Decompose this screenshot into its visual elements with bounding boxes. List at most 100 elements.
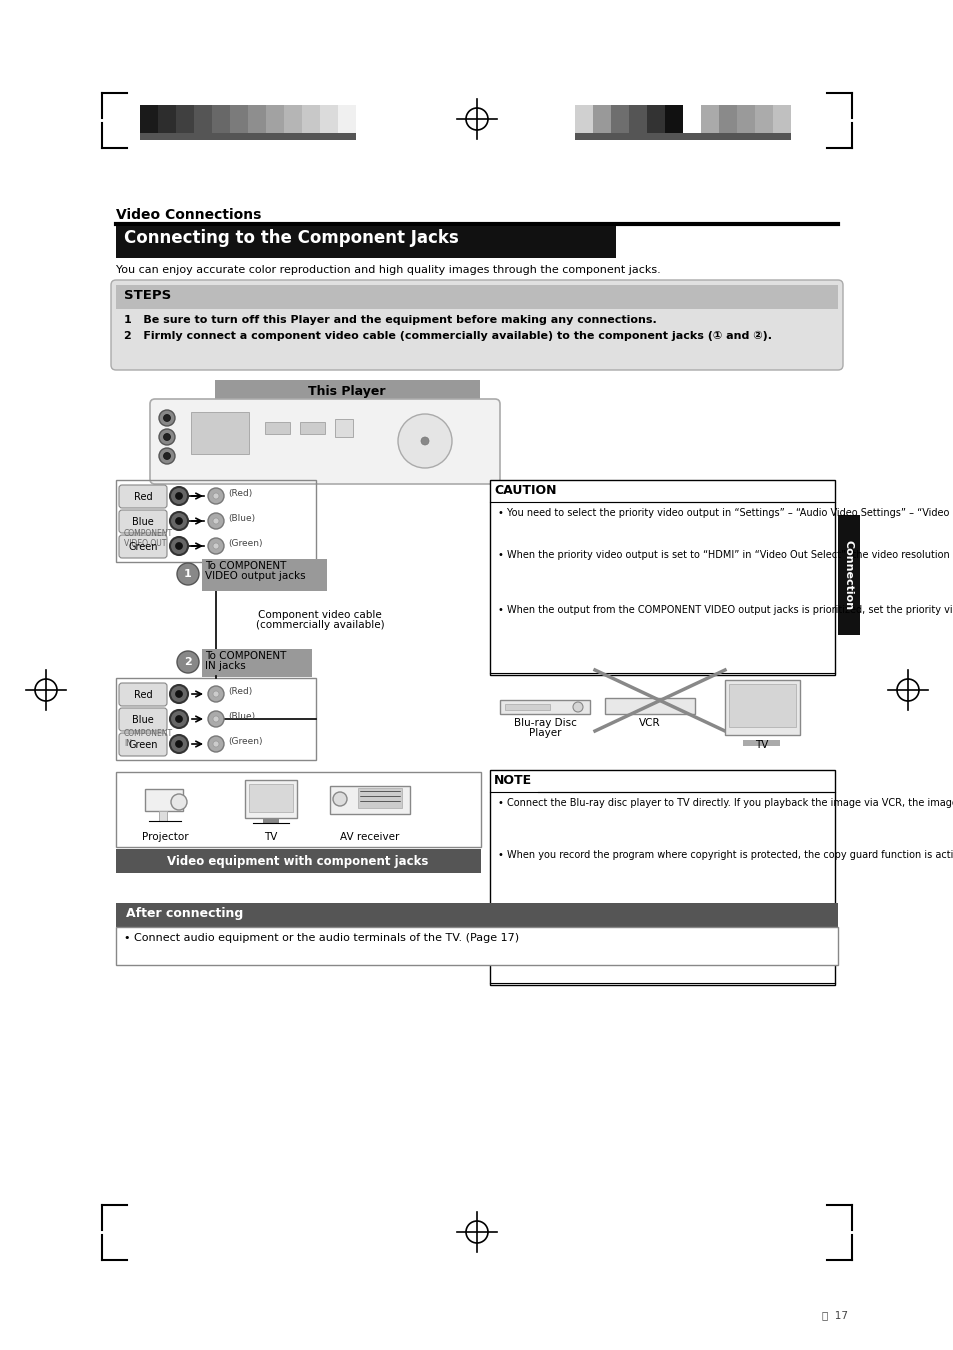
Circle shape xyxy=(208,686,224,702)
Bar xyxy=(202,559,327,591)
Circle shape xyxy=(175,493,182,500)
Text: • Connect audio equipment or the audio terminals of the TV. (Page 17): • Connect audio equipment or the audio t… xyxy=(124,933,518,944)
Text: Video equipment with component jacks: Video equipment with component jacks xyxy=(167,855,428,868)
Circle shape xyxy=(159,429,174,446)
Circle shape xyxy=(177,563,199,585)
Text: NOTE: NOTE xyxy=(494,774,532,787)
FancyBboxPatch shape xyxy=(119,733,167,756)
Bar xyxy=(499,701,589,714)
Bar xyxy=(628,105,646,134)
Bar xyxy=(116,772,480,846)
Bar xyxy=(575,105,593,134)
Bar xyxy=(140,134,355,140)
Circle shape xyxy=(175,741,182,748)
Bar xyxy=(116,285,837,309)
Bar xyxy=(263,818,278,824)
Bar xyxy=(265,423,290,433)
Text: (Green): (Green) xyxy=(228,737,262,747)
Circle shape xyxy=(170,537,188,555)
Bar xyxy=(772,105,790,134)
Circle shape xyxy=(573,702,582,711)
Bar xyxy=(646,105,664,134)
Circle shape xyxy=(170,487,188,505)
Bar xyxy=(335,418,353,437)
Bar xyxy=(490,481,834,675)
Circle shape xyxy=(213,493,219,500)
Circle shape xyxy=(213,543,219,549)
Bar xyxy=(337,105,355,134)
Text: AV receiver: AV receiver xyxy=(340,832,399,842)
Text: CAUTION: CAUTION xyxy=(494,485,556,497)
Circle shape xyxy=(175,716,182,722)
Bar xyxy=(266,105,284,134)
Circle shape xyxy=(170,710,188,728)
Circle shape xyxy=(333,792,347,806)
Bar xyxy=(191,412,249,454)
Bar xyxy=(116,927,837,965)
Text: (Red): (Red) xyxy=(228,687,252,697)
Circle shape xyxy=(208,513,224,529)
Text: Blue: Blue xyxy=(132,716,153,725)
Text: To COMPONENT
IN jacks: To COMPONENT IN jacks xyxy=(205,651,286,671)
Text: • You need to select the priority video output in “Settings” – “Audio Video Sett: • You need to select the priority video … xyxy=(497,508,953,518)
FancyBboxPatch shape xyxy=(111,279,842,370)
Bar xyxy=(175,105,193,134)
Bar xyxy=(193,105,212,134)
Text: To COMPONENT
VIDEO output jacks: To COMPONENT VIDEO output jacks xyxy=(205,562,305,580)
Circle shape xyxy=(170,684,188,703)
Bar xyxy=(212,105,230,134)
Text: This Player: This Player xyxy=(308,386,385,398)
Text: Projector: Projector xyxy=(142,832,188,842)
Text: (Red): (Red) xyxy=(228,489,252,498)
Bar xyxy=(610,105,628,134)
Circle shape xyxy=(159,410,174,427)
Text: • When the priority video output is set to “HDMI” in “Video Out Select”, the vid: • When the priority video output is set … xyxy=(497,549,953,560)
Circle shape xyxy=(170,512,188,531)
FancyBboxPatch shape xyxy=(119,535,167,558)
Circle shape xyxy=(208,711,224,728)
Text: • Connect the Blu-ray disc player to TV directly. If you playback the image via : • Connect the Blu-ray disc player to TV … xyxy=(497,798,953,809)
Bar xyxy=(664,105,682,134)
Bar xyxy=(116,225,616,258)
Text: 1   Be sure to turn off this Player and the equipment before making any connecti: 1 Be sure to turn off this Player and th… xyxy=(124,315,656,325)
Circle shape xyxy=(163,414,171,421)
Text: STEPS: STEPS xyxy=(124,289,172,302)
Bar xyxy=(116,849,480,873)
Bar xyxy=(724,680,800,734)
FancyBboxPatch shape xyxy=(119,510,167,533)
Text: After connecting: After connecting xyxy=(126,907,243,919)
Bar xyxy=(284,105,302,134)
Circle shape xyxy=(213,518,219,524)
Bar xyxy=(302,105,319,134)
Text: You can enjoy accurate color reproduction and high quality images through the co: You can enjoy accurate color reproductio… xyxy=(116,265,660,275)
FancyBboxPatch shape xyxy=(119,683,167,706)
Bar xyxy=(319,105,337,134)
FancyBboxPatch shape xyxy=(119,485,167,508)
Bar xyxy=(504,703,550,710)
Text: Component video cable
(commercially available): Component video cable (commercially avai… xyxy=(255,610,384,630)
Circle shape xyxy=(213,716,219,722)
Text: TV: TV xyxy=(264,832,277,842)
Bar xyxy=(604,698,695,714)
Circle shape xyxy=(163,452,171,459)
Circle shape xyxy=(175,543,182,549)
Bar xyxy=(357,788,401,809)
Bar xyxy=(159,811,167,821)
Text: Green: Green xyxy=(128,541,157,552)
FancyBboxPatch shape xyxy=(119,707,167,730)
Bar xyxy=(248,105,266,134)
Text: Blue: Blue xyxy=(132,517,153,526)
Text: Blu-ray Disc
Player: Blu-ray Disc Player xyxy=(513,718,576,738)
Bar xyxy=(728,684,795,728)
Bar xyxy=(490,769,834,985)
Text: ⓔ  17: ⓔ 17 xyxy=(821,1310,847,1320)
Bar xyxy=(230,105,248,134)
Bar xyxy=(145,788,183,811)
Circle shape xyxy=(175,517,182,525)
Circle shape xyxy=(163,433,171,440)
Text: COMPONENT
IN: COMPONENT IN xyxy=(124,729,172,748)
Bar xyxy=(299,423,325,433)
Bar xyxy=(158,105,175,134)
Bar xyxy=(700,105,719,134)
Bar xyxy=(116,903,837,927)
